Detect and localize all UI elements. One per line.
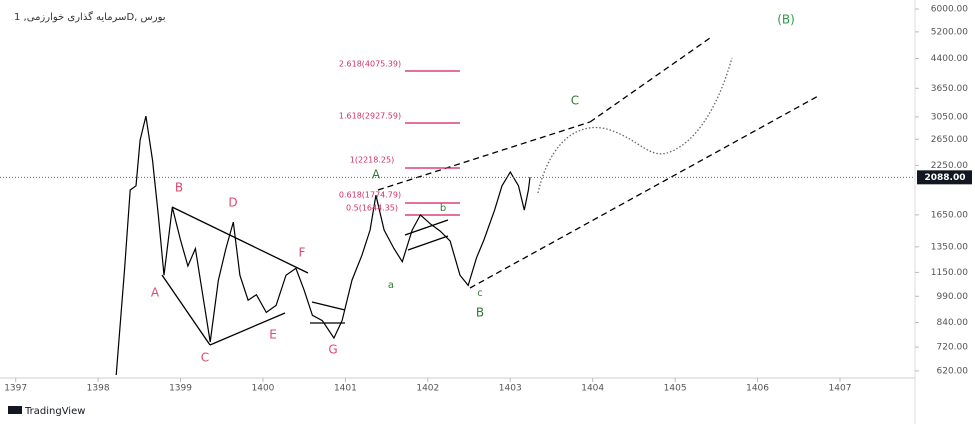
x-tick-label: 1399 (169, 384, 192, 394)
y-tick-label: 1650.00 (931, 210, 968, 220)
y-tick-label: 1350.00 (931, 242, 968, 252)
chart-title: سرمایه گذاری خوارزمی, 1D, بورس (14, 11, 166, 23)
y-tick-label: 990.00 (937, 292, 969, 302)
x-tick-label: 1397 (4, 384, 27, 394)
wave-label: B (175, 181, 183, 195)
fib-label: 0.618(1774.79) (339, 191, 401, 200)
price-label-box (917, 170, 972, 185)
wave-label: A (372, 168, 381, 182)
price-label: 2088.00 (925, 173, 966, 183)
wave-label: (B) (777, 13, 795, 27)
x-tick-label: 1402 (416, 384, 439, 394)
wave-label: E (269, 328, 277, 342)
y-tick-label: 2250.00 (931, 161, 968, 171)
wave-label: F (299, 246, 306, 260)
y-tick-label: 4400.00 (931, 54, 968, 64)
logo (8, 406, 22, 414)
wave-label: G (328, 343, 337, 357)
y-tick-label: 3650.00 (931, 84, 968, 94)
y-tick-label: 2650.00 (931, 135, 968, 145)
x-tick-label: 1406 (746, 384, 769, 394)
price-line (115, 115, 531, 376)
y-tick-label: 620.00 (937, 366, 969, 376)
wave-label: C (571, 94, 579, 108)
y-tick-label: 6000.00 (931, 5, 968, 15)
x-tick-label: 1405 (664, 384, 687, 394)
wave-label: D (228, 196, 237, 210)
brand: TradingView (24, 406, 85, 417)
wave-label: B (476, 306, 484, 320)
y-tick-label: 1150.00 (931, 268, 968, 278)
fib-label: 1(2218.25) (350, 156, 394, 165)
wave-label: b (440, 203, 446, 214)
y-tick-label: 3050.00 (931, 112, 968, 122)
x-tick-label: 1398 (87, 384, 110, 394)
x-tick-label: 1403 (499, 384, 522, 394)
x-tick-label: 1404 (581, 384, 604, 394)
x-tick-label: 1407 (829, 384, 852, 394)
drawings (161, 37, 821, 346)
y-tick-label: 5200.00 (931, 27, 968, 37)
wave-label: A (151, 286, 160, 300)
y-tick-label: 840.00 (937, 318, 969, 328)
y-tick-label: 720.00 (937, 343, 969, 353)
wave-label: a (388, 280, 394, 291)
fib-label: 1.618(2927.59) (339, 112, 401, 121)
wave-label: C (201, 351, 209, 365)
x-tick-label: 1400 (252, 384, 275, 394)
x-tick-label: 1401 (334, 384, 357, 394)
fib-label: 2.618(4075.39) (339, 60, 401, 69)
fib-label: 0.5(1644.35) (346, 204, 398, 213)
wave-label: c (477, 288, 483, 299)
